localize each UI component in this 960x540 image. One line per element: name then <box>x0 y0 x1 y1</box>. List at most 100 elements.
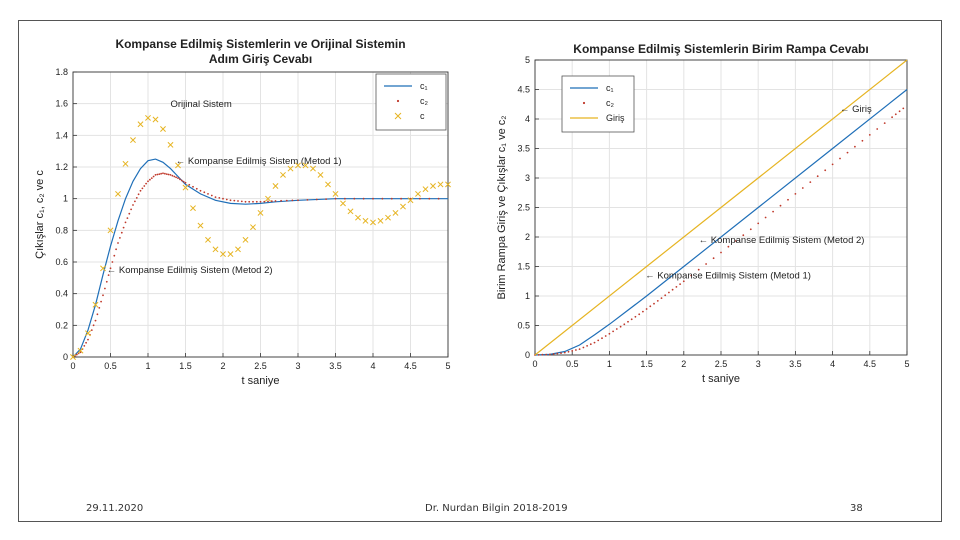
x-tick-label: 1.5 <box>179 361 192 371</box>
series-point-c2 <box>104 287 106 290</box>
series-point-c2 <box>229 199 232 202</box>
legend-label: c₁ <box>606 83 614 93</box>
series-point-c <box>182 184 189 191</box>
x-tick-label: 1.5 <box>640 359 653 369</box>
slide-frame <box>18 20 942 522</box>
series-point-c2 <box>668 291 670 294</box>
series-point-c2 <box>772 210 774 213</box>
series-point-c2 <box>883 122 886 124</box>
series-point-c2 <box>83 345 86 347</box>
y-tick-label: 0 <box>63 352 68 362</box>
series-point-c <box>130 137 136 144</box>
series-point-c2 <box>325 198 327 201</box>
x-tick-label: 3 <box>756 359 761 369</box>
series-line-giris <box>534 59 908 356</box>
series-point-c <box>400 203 406 210</box>
series-point-c2 <box>149 178 151 181</box>
series-point-c2 <box>846 151 849 154</box>
series-point-c2 <box>545 353 548 356</box>
series-point-c2 <box>141 187 144 190</box>
series-point-c2 <box>188 183 191 186</box>
series-point-c <box>392 209 399 216</box>
legend-label: c₂ <box>606 98 615 108</box>
axes-box <box>72 71 449 358</box>
series-point-c2 <box>207 193 209 195</box>
series-point-c2 <box>100 300 102 303</box>
series-point-c2 <box>267 200 269 203</box>
series-point-c2 <box>623 323 626 326</box>
series-point-c2 <box>126 217 129 220</box>
series-point-c2 <box>353 197 356 200</box>
x-tick-label: 4.5 <box>404 361 417 371</box>
series-point-c2 <box>682 280 685 283</box>
series-point-c2 <box>214 196 217 199</box>
y-tick-label: 5 <box>525 55 530 65</box>
series-point-c2 <box>556 352 559 355</box>
legend-box <box>375 73 447 131</box>
y-tick-label: 2.5 <box>517 203 530 213</box>
series-point-c <box>145 114 151 121</box>
series-point-c <box>310 165 316 172</box>
series-point-c2 <box>541 353 544 356</box>
series-point-c2 <box>244 200 247 203</box>
series-point-c2 <box>787 198 789 201</box>
footer-author: Dr. Nurdan Bilgin 2018-2019 <box>425 503 568 514</box>
series-point-c <box>107 227 114 234</box>
series-point-c2 <box>102 294 104 297</box>
series-point-c2 <box>679 283 681 285</box>
series-point-c2 <box>619 325 622 328</box>
series-point-c2 <box>171 174 174 177</box>
series-point-c2 <box>85 341 87 344</box>
series-point-c2 <box>130 208 132 211</box>
series-point-c <box>160 126 166 132</box>
series-point-c <box>325 181 331 188</box>
series-point-c2 <box>645 308 648 310</box>
series-point-c2 <box>575 349 577 351</box>
x-tick-label: 2.5 <box>254 361 267 371</box>
series-point-c <box>175 162 181 169</box>
x-tick-label: 2 <box>220 361 225 371</box>
y-tick-label: 1 <box>525 291 530 301</box>
series-point-c2 <box>649 305 652 308</box>
y-tick-label: 3 <box>525 173 530 183</box>
series-point-c2 <box>79 351 82 354</box>
series-point-c <box>100 265 106 272</box>
y-tick-label: 1.5 <box>517 262 530 272</box>
x-tick-label: 2 <box>681 359 686 369</box>
x-tick-label: 4.5 <box>864 359 877 369</box>
series-point-c2 <box>742 234 745 237</box>
series-point-c2 <box>90 329 93 331</box>
series-point-c <box>197 222 204 229</box>
series-point-c2 <box>735 240 737 242</box>
series-point-c2 <box>252 200 254 203</box>
series-point-c2 <box>428 197 431 200</box>
series-point-c <box>227 251 234 258</box>
series-point-c2 <box>152 175 155 178</box>
y-tick-label: 3.5 <box>517 144 530 154</box>
series-point-c2 <box>270 200 273 203</box>
series-point-c2 <box>195 187 198 190</box>
y-tick-label: 0.4 <box>55 289 68 299</box>
legend-swatch <box>582 101 586 105</box>
series-point-c2 <box>297 199 299 202</box>
series-point-c2 <box>891 116 893 119</box>
series-point-c2 <box>615 328 618 330</box>
series-point-c2 <box>582 346 585 349</box>
series-point-c2 <box>664 294 667 297</box>
series-point-c2 <box>560 352 562 354</box>
y-tick-label: 0.2 <box>55 320 68 330</box>
series-point-c2 <box>794 193 797 195</box>
series-point-c <box>362 217 369 224</box>
series-point-c2 <box>608 332 611 335</box>
series-point-c <box>302 162 309 169</box>
series-point-c2 <box>571 350 574 352</box>
series-point-c2 <box>154 174 157 176</box>
series-point-c2 <box>824 169 827 172</box>
series-point-c2 <box>120 231 123 234</box>
series-point-c2 <box>675 286 678 288</box>
legend-label: c₁ <box>420 81 428 91</box>
x-tick-label: 0 <box>70 361 75 371</box>
series-point-c <box>242 236 249 243</box>
series-point-c <box>122 160 129 167</box>
y-tick-label: 0.5 <box>517 321 530 331</box>
